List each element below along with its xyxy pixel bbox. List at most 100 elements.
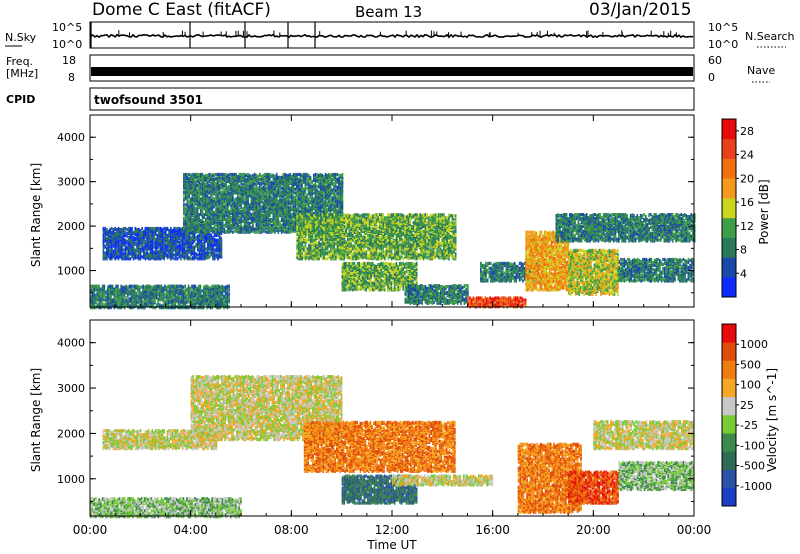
heatmap-cell: [127, 288, 129, 292]
heatmap-cell: [157, 302, 159, 306]
heatmap-cell: [162, 290, 165, 294]
heatmap-cell: [205, 173, 207, 177]
heatmap-cell: [206, 199, 209, 203]
heatmap-cell: [203, 176, 205, 180]
heatmap-cell: [210, 214, 212, 219]
heatmap-cell: [215, 233, 218, 237]
heatmap-cell: [269, 200, 271, 204]
heatmap-cell: [192, 256, 194, 260]
heatmap-cell: [161, 246, 164, 250]
heatmap-cell: [220, 182, 222, 186]
heatmap-cell: [227, 212, 229, 216]
heatmap-cell: [159, 239, 162, 243]
heatmap-cell: [274, 220, 276, 224]
heatmap-cell: [193, 183, 195, 187]
heatmap-cell: [154, 246, 157, 250]
heatmap-cell: [145, 302, 148, 306]
heatmap-cell: [194, 300, 197, 304]
cpid-program: twofsound 3501: [94, 93, 203, 107]
heatmap-cell: [201, 304, 203, 308]
heatmap-cell: [221, 172, 224, 177]
heatmap-cell: [208, 213, 210, 217]
heatmap-cell: [225, 186, 227, 190]
heatmap-cell: [272, 200, 275, 204]
heatmap-cell: [167, 304, 170, 308]
heatmap-cell: [206, 202, 209, 206]
heatmap-cell: [209, 306, 212, 310]
heatmap-cell: [210, 179, 212, 183]
heatmap-cell: [116, 240, 118, 244]
heatmap-cell: [183, 248, 186, 252]
heatmap-cell: [233, 172, 236, 177]
heatmap-cell: [176, 236, 179, 240]
heatmap-cell: [181, 246, 184, 250]
heatmap-cell: [194, 200, 197, 204]
heatmap-cell: [200, 252, 202, 256]
heatmap-cell: [144, 241, 147, 245]
heatmap-cell: [284, 202, 286, 206]
heatmap-cell: [267, 214, 269, 219]
heatmap-cell: [189, 298, 192, 302]
heatmap-cell: [117, 288, 119, 292]
heatmap-cell: [274, 211, 276, 215]
heatmap-cell: [208, 241, 211, 245]
heatmap-cell: [175, 249, 177, 253]
heatmap-cell: [191, 294, 193, 298]
heatmap-cell: [109, 247, 111, 251]
heatmap-cell: [127, 243, 130, 247]
heatmap-cell: [120, 284, 122, 288]
heatmap-cell: [126, 239, 128, 243]
heatmap-cell: [213, 222, 216, 226]
heatmap-cell: [216, 294, 219, 298]
heatmap-cell: [122, 252, 125, 256]
cpid-label: CPID: [6, 93, 35, 106]
heatmap-cell: [286, 197, 288, 201]
heatmap-cell: [158, 242, 160, 246]
heatmap-cell: [160, 289, 163, 293]
heatmap-cell: [225, 222, 227, 226]
heatmap-cell: [188, 195, 190, 199]
heatmap-cell: [213, 284, 215, 288]
heatmap-cell: [157, 284, 159, 288]
heatmap-cell: [215, 192, 217, 196]
heatmap-cell: [96, 291, 99, 295]
heatmap-cell: [195, 252, 197, 256]
heatmap-cell: [248, 221, 251, 225]
heatmap-cell: [237, 213, 239, 218]
heatmap-cell: [221, 178, 224, 182]
heatmap-cell: [122, 226, 125, 231]
heatmap-cell: [184, 211, 187, 215]
heatmap-cell: [115, 286, 117, 290]
heatmap-cell: [164, 292, 166, 296]
heatmap-cell: [161, 253, 164, 257]
heatmap-cell: [277, 199, 280, 203]
heatmap-cell: [146, 249, 148, 253]
heatmap-cell: [170, 286, 173, 290]
heatmap-cell: [210, 225, 212, 229]
heatmap-cell: [214, 284, 217, 288]
heatmap-cell: [274, 174, 276, 178]
heatmap-cell: [210, 176, 212, 180]
heatmap-cell: [140, 298, 143, 302]
heatmap-cell: [215, 202, 217, 206]
heatmap-cell: [219, 293, 222, 297]
cpid-panel: CPID twofsound 3501: [6, 87, 695, 111]
heatmap-cell: [176, 238, 179, 242]
heatmap-cell: [194, 207, 197, 211]
heatmap-cell: [154, 296, 156, 300]
heatmap-cell: [218, 248, 221, 252]
heatmap-cell: [111, 304, 114, 308]
heatmap-cell: [98, 284, 100, 288]
heatmap-cell: [132, 240, 135, 244]
heatmap-cell: [151, 256, 154, 260]
heatmap-cell: [203, 250, 206, 254]
heatmap-cell: [117, 248, 120, 252]
heatmap-cell: [232, 222, 234, 226]
heatmap-cell: [190, 235, 192, 239]
heatmap-cell: [196, 199, 199, 203]
heatmap-cell: [186, 289, 188, 293]
heatmap-cell: [215, 253, 218, 257]
heatmap-cell: [218, 196, 221, 200]
heatmap-cell: [280, 223, 283, 227]
heatmap-cell: [93, 290, 95, 294]
